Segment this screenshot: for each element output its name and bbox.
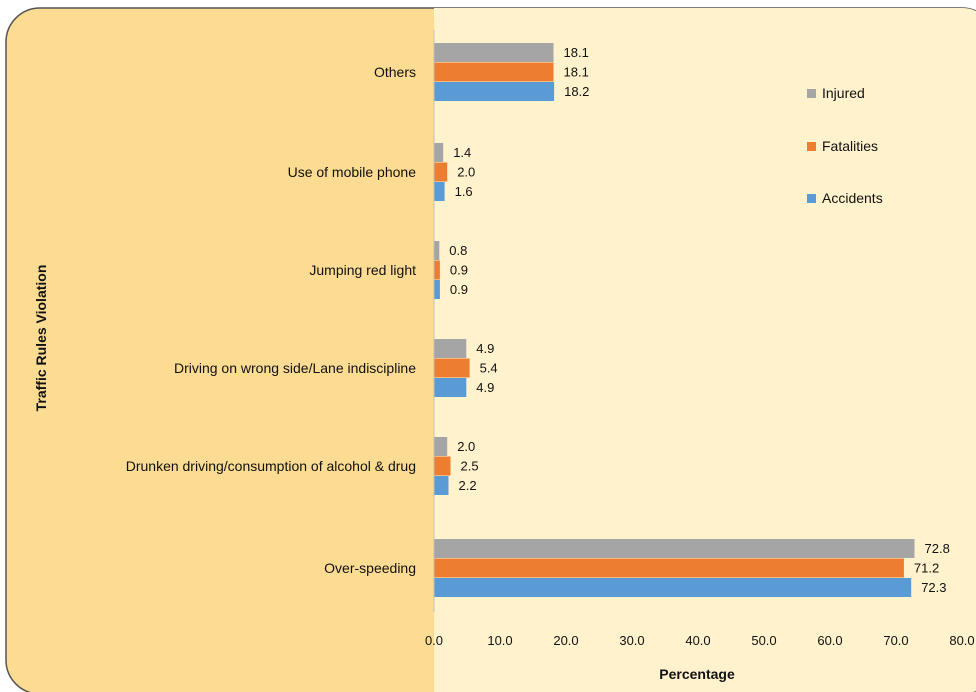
data-label-injured-driving-on-wrong-side-lane-indiscipline: 4.9 bbox=[476, 341, 494, 356]
data-label-fatalities-driving-on-wrong-side-lane-indiscipline: 5.4 bbox=[480, 361, 498, 376]
legend-label-injured: Injured bbox=[822, 85, 865, 101]
legend-item-injured: Injured bbox=[807, 85, 865, 101]
data-label-accidents-use-of-mobile-phone: 1.6 bbox=[455, 184, 473, 199]
bar-fatalities-use-of-mobile-phone bbox=[434, 162, 448, 182]
x-tick-label-50: 50.0 bbox=[751, 633, 776, 648]
data-label-injured-use-of-mobile-phone: 1.4 bbox=[453, 145, 471, 160]
data-label-accidents-drunken-driving-consumption-of-alcohol-drug: 2.2 bbox=[459, 478, 477, 493]
x-tick-label-60: 60.0 bbox=[817, 633, 842, 648]
data-label-fatalities-drunken-driving-consumption-of-alcohol-drug: 2.5 bbox=[461, 459, 479, 474]
legend-swatch-fatalities bbox=[807, 142, 816, 151]
data-label-accidents-jumping-red-light: 0.9 bbox=[450, 282, 468, 297]
bar-accidents-use-of-mobile-phone bbox=[434, 182, 445, 201]
bar-fatalities-others bbox=[434, 62, 554, 82]
bar-injured-driving-on-wrong-side-lane-indiscipline bbox=[434, 339, 467, 358]
data-label-accidents-others: 18.2 bbox=[564, 84, 589, 99]
bar-injured-others bbox=[434, 43, 554, 62]
x-axis-title: Percentage bbox=[659, 666, 735, 682]
data-label-fatalities-others: 18.1 bbox=[564, 65, 589, 80]
data-label-accidents-over-speeding: 72.3 bbox=[921, 580, 946, 595]
category-label-drunken-driving-consumption-of-alcohol-drug: Drunken driving/consumption of alcohol &… bbox=[126, 458, 416, 474]
category-label-over-speeding: Over-speeding bbox=[324, 560, 416, 576]
bar-fatalities-jumping-red-light bbox=[434, 260, 440, 280]
x-tick-label-10: 10.0 bbox=[487, 633, 512, 648]
bar-accidents-driving-on-wrong-side-lane-indiscipline bbox=[434, 378, 467, 397]
category-label-jumping-red-light: Jumping red light bbox=[309, 262, 416, 278]
data-label-injured-others: 18.1 bbox=[564, 45, 589, 60]
bar-injured-over-speeding bbox=[434, 539, 915, 558]
legend-item-accidents: Accidents bbox=[807, 190, 883, 206]
x-tick-label-20: 20.0 bbox=[553, 633, 578, 648]
legend-label-fatalities: Fatalities bbox=[822, 138, 878, 154]
legend-label-accidents: Accidents bbox=[822, 190, 883, 206]
bar-fatalities-driving-on-wrong-side-lane-indiscipline bbox=[434, 358, 470, 378]
bar-accidents-over-speeding bbox=[434, 578, 912, 597]
legend: Injured Fatalities Accidents bbox=[807, 85, 883, 206]
legend-item-fatalities: Fatalities bbox=[807, 138, 878, 154]
x-tick-label-80: 80.0 bbox=[949, 633, 974, 648]
data-label-injured-drunken-driving-consumption-of-alcohol-drug: 2.0 bbox=[457, 439, 475, 454]
bar-fatalities-drunken-driving-consumption-of-alcohol-drug bbox=[434, 456, 451, 476]
category-label-driving-on-wrong-side-lane-indiscipline: Driving on wrong side/Lane indiscipline bbox=[174, 360, 416, 376]
x-tick-label-30: 30.0 bbox=[619, 633, 644, 648]
data-label-fatalities-over-speeding: 71.2 bbox=[914, 561, 939, 576]
x-tick-label-40: 40.0 bbox=[685, 633, 710, 648]
bar-injured-drunken-driving-consumption-of-alcohol-drug bbox=[434, 437, 448, 456]
bar-accidents-jumping-red-light bbox=[434, 280, 440, 299]
data-label-accidents-driving-on-wrong-side-lane-indiscipline: 4.9 bbox=[476, 380, 494, 395]
bar-fatalities-over-speeding bbox=[434, 558, 904, 578]
data-label-injured-over-speeding: 72.8 bbox=[925, 541, 950, 556]
bar-accidents-drunken-driving-consumption-of-alcohol-drug bbox=[434, 476, 449, 495]
y-axis-title: Traffic Rules Violation bbox=[33, 265, 49, 412]
legend-swatch-accidents bbox=[807, 194, 816, 203]
x-tick-label-0: 0.0 bbox=[425, 633, 443, 648]
category-label-others: Others bbox=[374, 64, 416, 80]
bar-accidents-others bbox=[434, 82, 555, 101]
bar-injured-jumping-red-light bbox=[434, 241, 440, 260]
data-label-fatalities-jumping-red-light: 0.9 bbox=[450, 263, 468, 278]
legend-swatch-injured bbox=[807, 89, 816, 98]
data-label-injured-jumping-red-light: 0.8 bbox=[449, 243, 467, 258]
x-tick-label-70: 70.0 bbox=[883, 633, 908, 648]
data-label-fatalities-use-of-mobile-phone: 2.0 bbox=[457, 165, 475, 180]
category-label-use-of-mobile-phone: Use of mobile phone bbox=[288, 164, 417, 180]
bar-injured-use-of-mobile-phone bbox=[434, 143, 444, 162]
